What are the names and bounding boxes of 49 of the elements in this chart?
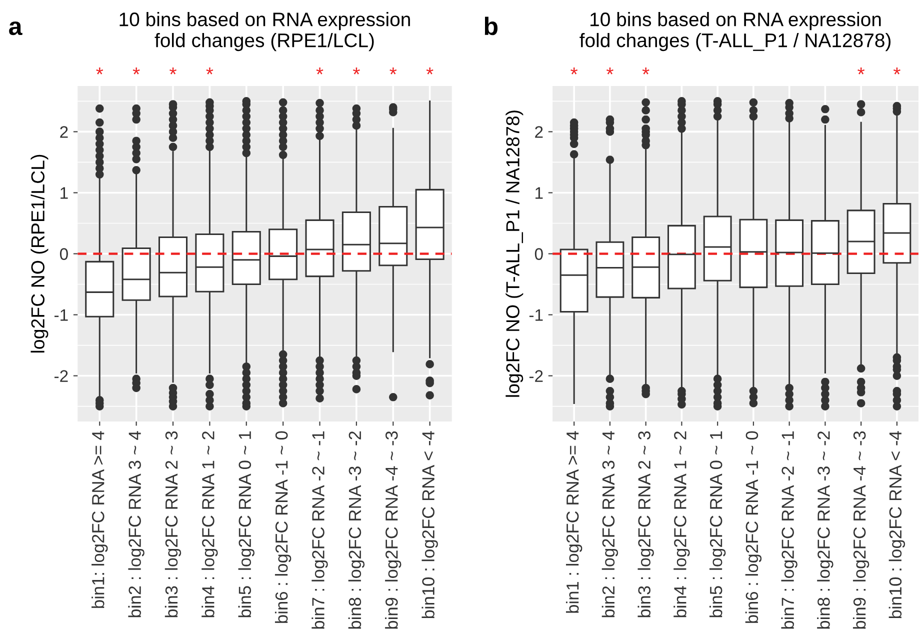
x-tick-label: bin3 : log2FC RNA 2 ~ 3 [164, 431, 182, 618]
text: * [570, 68, 578, 74]
x-tick-label: bin8 : log2FC RNA -3 ~ -2 [817, 431, 834, 629]
text: * [352, 68, 360, 74]
x-tick-label: bin2 : log2FC RNA 3 ~ 4 [128, 431, 144, 618]
y-tick-label: 0 [60, 248, 68, 260]
x-tick-label: bin9 : log2FC RNA -4 ~ -3 [852, 431, 870, 629]
text: * [893, 68, 900, 74]
text: * [858, 68, 865, 74]
y-tick-label: -1 [54, 309, 68, 321]
y-tick-label: 2 [60, 126, 68, 138]
text: * [426, 68, 434, 74]
y-tick-label: 1 [536, 187, 543, 199]
x-tick-label: bin1 : log2FC RNA >= 4 [566, 431, 582, 613]
x-tick-label: bin10 : log2FC RNA < -4 [422, 431, 438, 618]
text: * [96, 68, 104, 74]
x-tick-label: bin8 : log2FC RNA -3 ~ -2 [348, 431, 365, 629]
text: * [606, 68, 614, 74]
x-tick-label: bin5 : log2FC RNA 0 ~ 1 [238, 431, 254, 618]
x-tick-label: bin5 : log2FC RNA 0 ~ 1 [709, 431, 726, 618]
text: b [484, 16, 498, 36]
text: * [206, 68, 214, 74]
text: * [170, 68, 176, 74]
text: * [316, 68, 324, 74]
y-tick-label: -1 [529, 309, 543, 321]
text: a [9, 21, 22, 36]
text: * [132, 68, 140, 74]
y-tick-label: 2 [535, 126, 543, 138]
x-tick-label: bin2 : log2FC RNA 3 ~ 4 [602, 431, 618, 618]
x-tick-label: bin7 : log2FC RNA -2 ~ -1 [312, 431, 328, 629]
x-tick-label: bin6 : log2FC RNA -1 ~ 0 [745, 431, 762, 623]
x-tick-label: bin7 : log2FC RNA -2 ~ -1 [781, 431, 798, 629]
x-tick-label: bin10 : log2FC RNA < -4 [888, 431, 906, 618]
x-tick-label: bin4 : log2FC RNA 1 ~ 2 [202, 431, 218, 618]
x-tick-label: bin6 : log2FC RNA -1 ~ 0 [274, 431, 292, 623]
y-tick-label: 0 [534, 248, 543, 260]
y-axis-title: log2FC NO (T-ALL_P1 / NA12878) [506, 110, 524, 397]
text: * [642, 68, 650, 74]
x-tick-label: bin1: log2FC RNA >= 4 [92, 431, 108, 608]
x-tick-label: bin4 : log2FC RNA 1 ~ 2 [674, 431, 690, 618]
chart-title: 10 bins based on RNA expression fold changes (RPE1/LCL) [120, 12, 410, 52]
x-tick-label: bin3 : log2FC RNA 2 ~ 3 [638, 431, 654, 618]
chart-title: 10 bins based on RNA expression fold changes (T-ALL_P1 / NA12878) [580, 12, 890, 52]
x-tick-label: bin9 : log2FC RNA -4 ~ -3 [385, 431, 402, 629]
y-tick-label: -2 [529, 370, 543, 382]
y-tick-label: -2 [54, 370, 68, 382]
y-tick-label: 1 [60, 187, 68, 199]
y-axis-title: log2FC NO (RPE1/LCL) [30, 154, 48, 353]
text: * [390, 68, 397, 74]
